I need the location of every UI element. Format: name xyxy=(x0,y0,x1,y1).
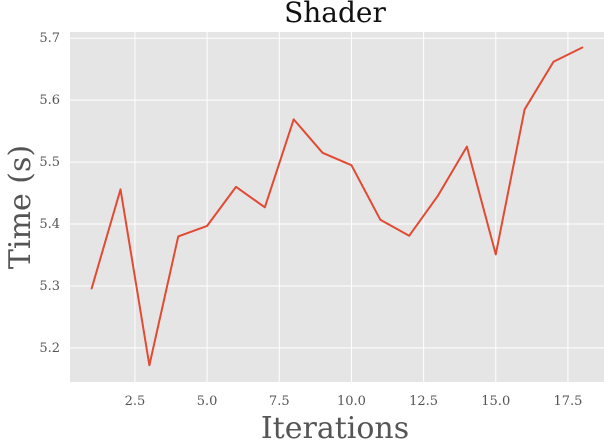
y-tick-label: 5.4 xyxy=(39,217,60,232)
x-tick-labels: 2.5 5.0 7.5 10.0 12.5 15.0 17.5 xyxy=(125,394,583,409)
y-tick-label: 5.2 xyxy=(39,341,60,356)
y-tick-label: 5.3 xyxy=(39,279,60,294)
chart-title: Shader xyxy=(284,0,386,29)
y-tick-label: 5.7 xyxy=(39,31,60,46)
series-line xyxy=(90,46,584,367)
y-tick-label: 5.5 xyxy=(39,155,60,170)
x-tick-label: 15.0 xyxy=(481,394,510,409)
plot-area xyxy=(70,32,604,382)
x-tick-label: 12.5 xyxy=(409,394,438,409)
x-tick-label: 2.5 xyxy=(125,394,146,409)
x-tick-label: 5.0 xyxy=(197,394,218,409)
x-tick-label: 17.5 xyxy=(553,394,582,409)
y-tick-labels: 5.2 5.3 5.4 5.5 5.6 5.7 xyxy=(39,31,60,356)
grid-lines xyxy=(70,32,604,382)
y-axis-label: Time (s) xyxy=(3,145,38,269)
x-tick-label: 7.5 xyxy=(269,394,290,409)
x-axis-label: Iterations xyxy=(261,411,409,444)
x-tick-label: 10.0 xyxy=(337,394,366,409)
y-tick-label: 5.6 xyxy=(39,93,60,108)
